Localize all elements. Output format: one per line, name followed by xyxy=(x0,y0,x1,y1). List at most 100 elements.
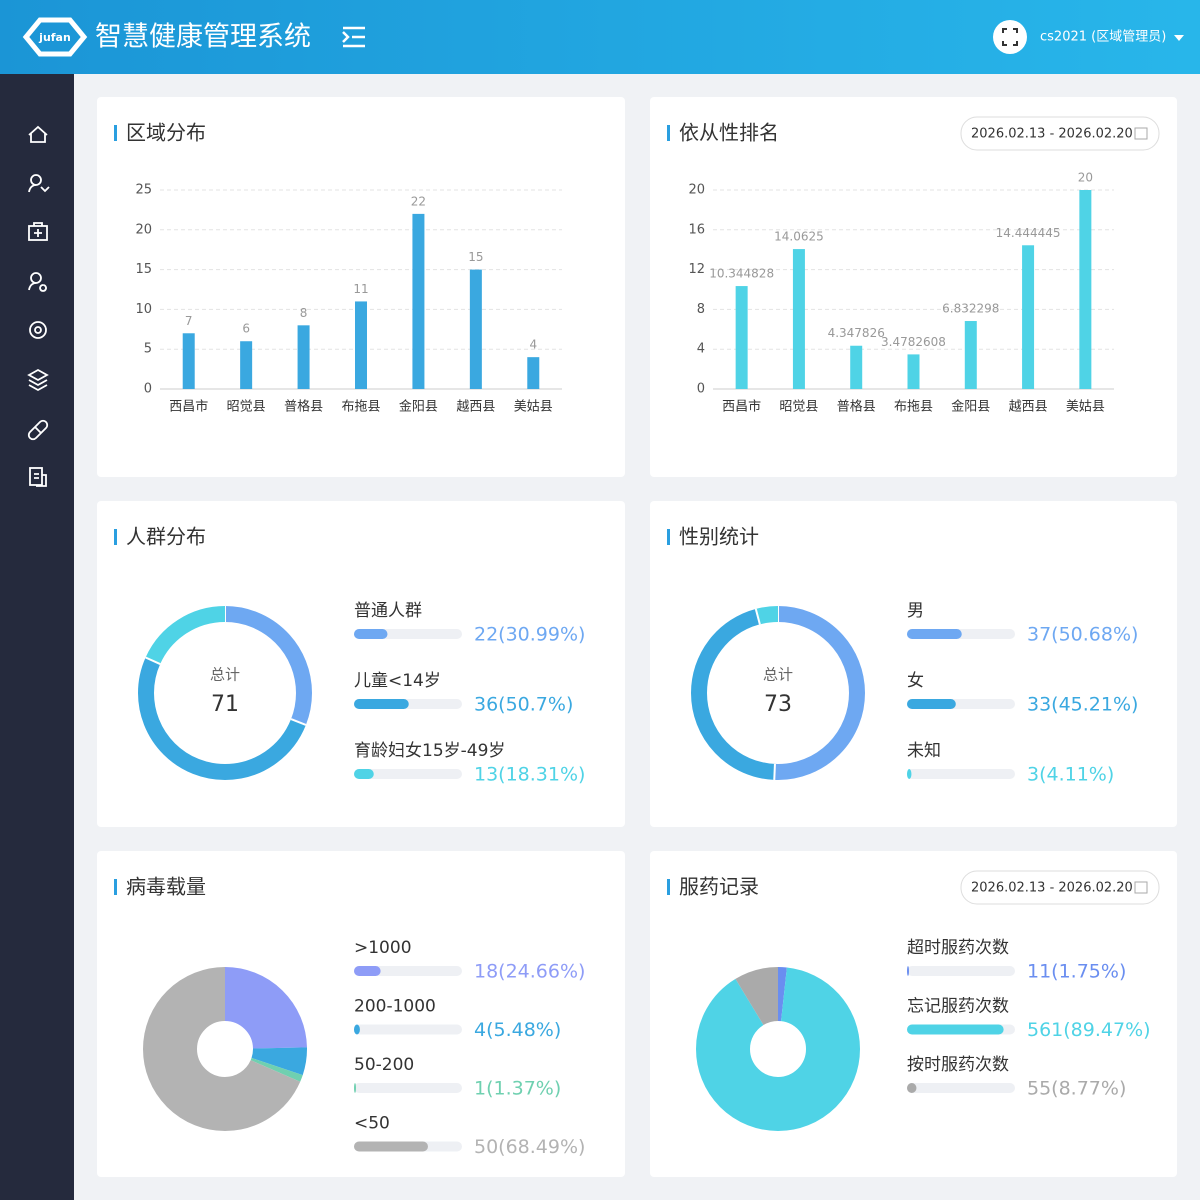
value-label: 6 xyxy=(242,322,250,336)
y-tick-label: 25 xyxy=(135,183,152,198)
panel-card xyxy=(650,97,1177,477)
value-label: 20 xyxy=(1078,171,1093,185)
value-label: 11(1.75%) xyxy=(1027,961,1126,983)
ring-segment xyxy=(143,967,307,1131)
legend-name: <50 xyxy=(354,1114,390,1134)
panel: 病毒载量 >1000 18(24.66%) 200-1000 4(5.48%) 50-20… xyxy=(97,851,625,1177)
x-tick-label: 越西县 xyxy=(1009,400,1048,415)
center-total: 71 xyxy=(211,692,239,717)
segment-gap xyxy=(754,608,761,625)
bar xyxy=(907,354,920,389)
legend-name: 未知 xyxy=(907,741,941,761)
x-tick-label: 越西县 xyxy=(456,400,495,415)
progress-track xyxy=(907,769,1015,779)
date-picker-box xyxy=(960,116,1160,151)
value-label: 36(50.7%) xyxy=(474,694,573,716)
x-tick-label: 布拖县 xyxy=(341,400,380,415)
bar xyxy=(527,357,540,389)
legend-name: 女 xyxy=(907,671,924,691)
value-label: 33(45.21%) xyxy=(1027,694,1138,716)
bar xyxy=(182,333,195,389)
progress-bar xyxy=(907,629,962,639)
panel-title: 人群分布 xyxy=(126,525,206,549)
y-tick-label: 15 xyxy=(135,262,152,277)
y-tick-label: 4 xyxy=(697,342,705,357)
value-label: 4.347826 xyxy=(828,326,885,340)
x-tick-label: 西昌市 xyxy=(169,399,208,415)
user-avatar[interactable] xyxy=(993,20,1027,54)
value-label: 1(1.37%) xyxy=(474,1078,561,1100)
panel-title: 区域分布 xyxy=(126,121,206,145)
sidebar-icons[interactable] xyxy=(27,125,50,487)
value-label: 13(18.31%) xyxy=(474,764,585,786)
value-label: 14.444445 xyxy=(996,226,1061,240)
value-label: 4 xyxy=(529,338,537,352)
y-tick-label: 0 xyxy=(697,382,705,397)
menu-toggle[interactable] xyxy=(342,26,365,48)
panel-title: 病毒载量 xyxy=(126,875,206,899)
user-dropdown[interactable] xyxy=(1174,35,1184,41)
legend-name: 200-1000 xyxy=(354,997,436,1017)
bar xyxy=(964,321,977,389)
y-tick-label: 12 xyxy=(688,262,705,277)
ring-segment xyxy=(138,606,312,780)
progress-bar xyxy=(907,699,956,709)
bar xyxy=(1022,245,1035,389)
center-label: 总计 xyxy=(210,666,240,684)
panel-card xyxy=(97,97,625,477)
logo-text: jufan xyxy=(38,31,71,44)
segment-gap xyxy=(290,718,307,726)
date-picker[interactable]: 2026.02.13 - 2026.02.20 xyxy=(960,870,1160,905)
legend-name: >1000 xyxy=(354,938,412,958)
calendar-icon xyxy=(1134,127,1148,140)
panel-title: 性别统计 xyxy=(679,525,759,549)
title-marker xyxy=(667,125,670,141)
y-tick-label: 5 xyxy=(144,342,152,357)
value-label: 22(30.99%) xyxy=(474,624,585,646)
ring-segment xyxy=(691,606,865,780)
bar xyxy=(469,269,482,389)
panel-title: 依从性排名 xyxy=(679,121,779,145)
date-picker-box xyxy=(960,870,1160,905)
value-label: 3.4782608 xyxy=(881,335,946,349)
x-tick-label: 昭觉县 xyxy=(227,400,266,415)
x-tick-label: 布拖县 xyxy=(894,400,933,415)
ring-segment xyxy=(143,967,307,1131)
progress-bar xyxy=(354,769,374,779)
legend-name: 男 xyxy=(907,601,924,621)
panel-title: 服药记录 xyxy=(679,875,759,899)
progress-track xyxy=(354,966,462,976)
segment-gap xyxy=(773,763,776,780)
date-picker[interactable]: 2026.02.13 - 2026.02.20 xyxy=(960,116,1160,151)
progress-track xyxy=(354,769,462,779)
progress-bar xyxy=(907,1024,1004,1035)
bar xyxy=(240,341,253,389)
progress-track xyxy=(354,1083,462,1093)
progress-bar xyxy=(354,629,388,639)
user-name[interactable]: cs2021 (区域管理员) xyxy=(1040,30,1166,45)
date-range: 2026.02.13 - 2026.02.20 xyxy=(971,127,1133,142)
panel: 依从性排名 2026.02.13 - 2026.02.20 0 4 8 12 16 20 西昌市… xyxy=(650,97,1177,477)
progress-track xyxy=(354,1024,462,1035)
x-tick-label: 金阳县 xyxy=(399,399,438,415)
app-title: 智慧健康管理系统 xyxy=(95,22,311,53)
y-tick-label: 16 xyxy=(688,222,705,237)
legend-name: 50-200 xyxy=(354,1055,414,1075)
ring-segment xyxy=(691,606,865,780)
value-label: 14.0625 xyxy=(774,230,824,244)
bar xyxy=(297,325,310,389)
x-tick-label: 西昌市 xyxy=(722,399,761,415)
ring-segment xyxy=(138,606,312,780)
legend-name: 儿童<14岁 xyxy=(354,671,441,691)
title-marker xyxy=(667,879,670,895)
title-marker xyxy=(114,879,117,895)
x-tick-label: 普格县 xyxy=(837,399,876,415)
legend-name: 育龄妇女15岁-49岁 xyxy=(354,741,505,761)
title-marker xyxy=(667,529,670,545)
bar xyxy=(1079,190,1092,389)
y-tick-label: 8 xyxy=(697,302,705,317)
y-tick-label: 20 xyxy=(135,222,152,237)
bar xyxy=(735,286,748,389)
